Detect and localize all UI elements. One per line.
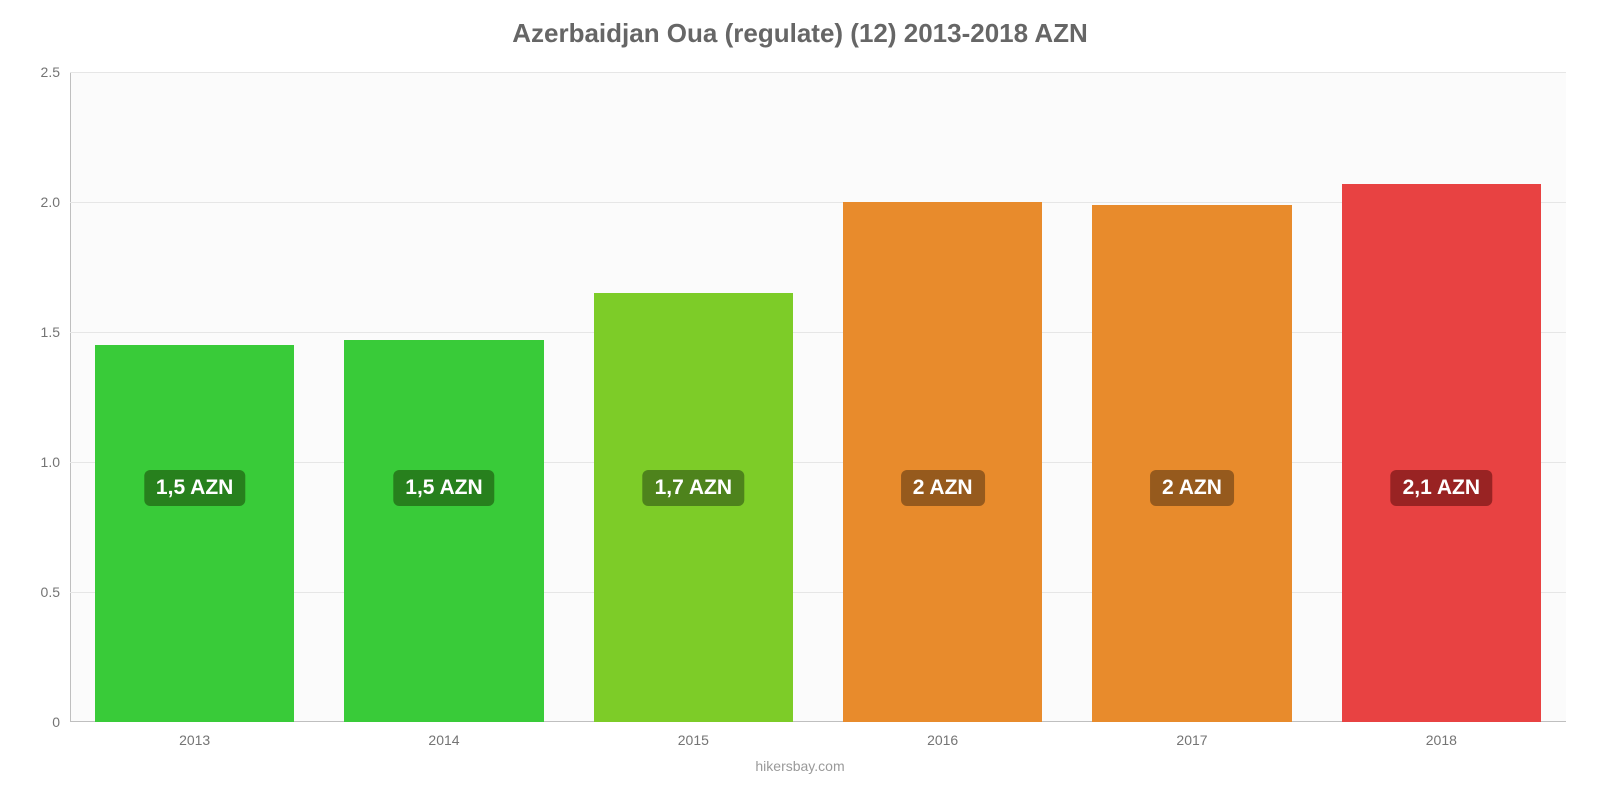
y-tick-label: 2.0 (41, 194, 70, 210)
bar-value-label: 1,5 AZN (393, 470, 494, 506)
bar-value-label: 2 AZN (1150, 470, 1234, 506)
source-label: hikersbay.com (755, 758, 844, 774)
chart-container: Azerbaidjan Oua (regulate) (12) 2013-201… (0, 0, 1600, 800)
bar: 2 AZN (1092, 205, 1291, 722)
y-tick-label: 2.5 (41, 64, 70, 80)
bar: 1,5 AZN (95, 345, 294, 722)
y-tick-label: 1.0 (41, 454, 70, 470)
y-tick-label: 0 (52, 714, 70, 730)
bar: 1,7 AZN (594, 293, 793, 722)
plot-area: 00.51.01.52.02.5 1,5 AZN1,5 AZN1,7 AZN2 … (70, 72, 1566, 722)
bar: 2,1 AZN (1342, 184, 1541, 722)
x-tick-label: 2014 (428, 722, 459, 748)
bar-value-label: 1,5 AZN (144, 470, 245, 506)
x-tick-label: 2013 (179, 722, 210, 748)
x-tick-label: 2017 (1176, 722, 1207, 748)
bar-value-label: 1,7 AZN (643, 470, 744, 506)
bar-value-label: 2 AZN (901, 470, 985, 506)
x-tick-label: 2015 (678, 722, 709, 748)
bar: 1,5 AZN (344, 340, 543, 722)
y-tick-label: 0.5 (41, 584, 70, 600)
chart-title: Azerbaidjan Oua (regulate) (12) 2013-201… (0, 0, 1600, 49)
y-tick-label: 1.5 (41, 324, 70, 340)
bars-group: 1,5 AZN 1,5 AZN 1,7 AZN 2 AZN 2 AZN 2,1 AZN (70, 72, 1566, 722)
bar: 2 AZN (843, 202, 1042, 722)
x-tick-label: 2016 (927, 722, 958, 748)
bar-value-label: 2,1 AZN (1391, 470, 1492, 506)
x-tick-label: 2018 (1426, 722, 1457, 748)
